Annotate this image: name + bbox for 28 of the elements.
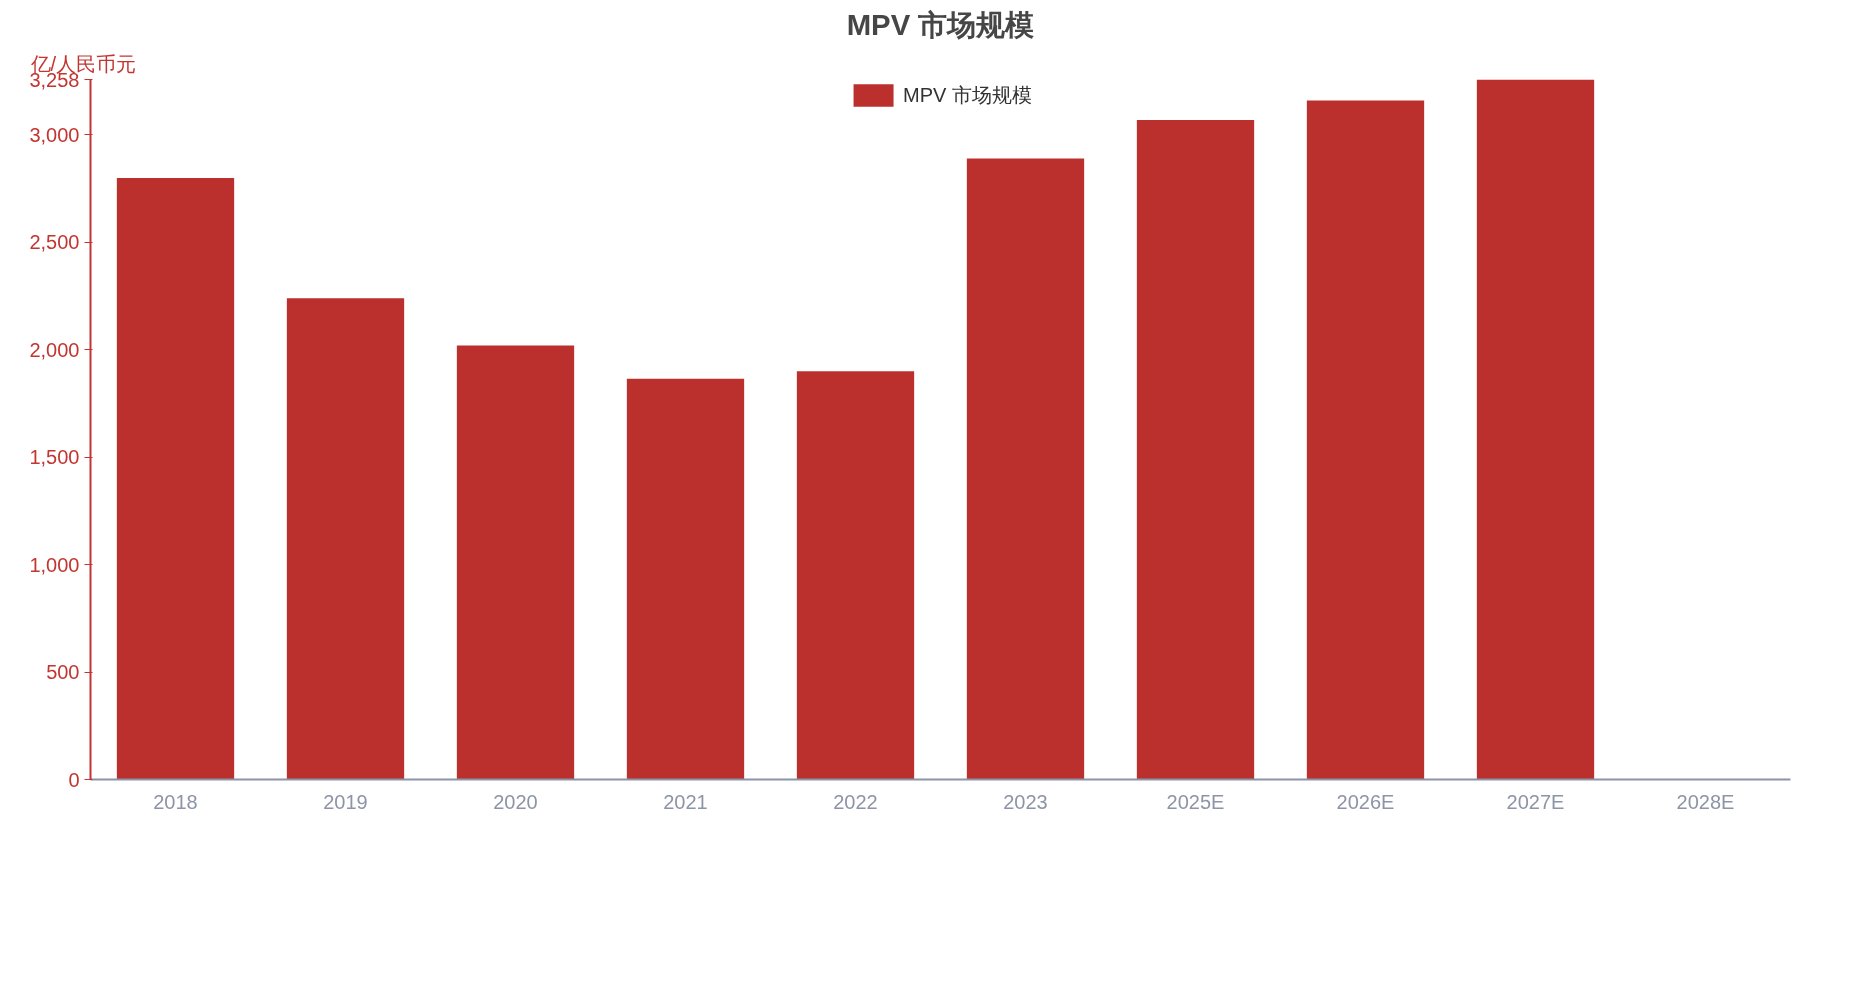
- x-tick-label: 2026E: [1336, 790, 1395, 813]
- bar: [966, 158, 1085, 780]
- y-tick-label: 3,000: [29, 123, 80, 146]
- x-tick-label: 2018: [153, 790, 198, 813]
- y-tick-label: 1,000: [29, 553, 80, 576]
- y-tick-label: 500: [46, 661, 80, 684]
- x-tick-label: 2027E: [1506, 790, 1565, 813]
- y-tick-label: 0: [68, 768, 80, 791]
- legend-label: MPV 市场规模: [903, 82, 1032, 108]
- bar: [1306, 100, 1425, 780]
- bar: [626, 378, 745, 780]
- bar: [286, 298, 405, 780]
- x-tick-label: 2028E: [1676, 790, 1735, 813]
- x-tick-label: 2021: [663, 790, 708, 813]
- x-tick-label: 2025E: [1166, 790, 1225, 813]
- bar: [1136, 119, 1255, 780]
- x-tick-label: 2020: [493, 790, 538, 813]
- y-tick-label: 1,500: [29, 446, 80, 469]
- y-tick-label: 2,500: [29, 231, 80, 254]
- bar: [116, 177, 235, 780]
- bar: [456, 345, 575, 780]
- x-tick-label: 2023: [1003, 790, 1048, 813]
- x-tick-label: 2022: [833, 790, 878, 813]
- bar: [1476, 79, 1595, 780]
- bar: [796, 371, 915, 780]
- chart-title: MPV 市场规模: [846, 7, 1035, 41]
- x-tick-label: 2019: [323, 790, 368, 813]
- y-tick-label: 2,000: [29, 338, 80, 361]
